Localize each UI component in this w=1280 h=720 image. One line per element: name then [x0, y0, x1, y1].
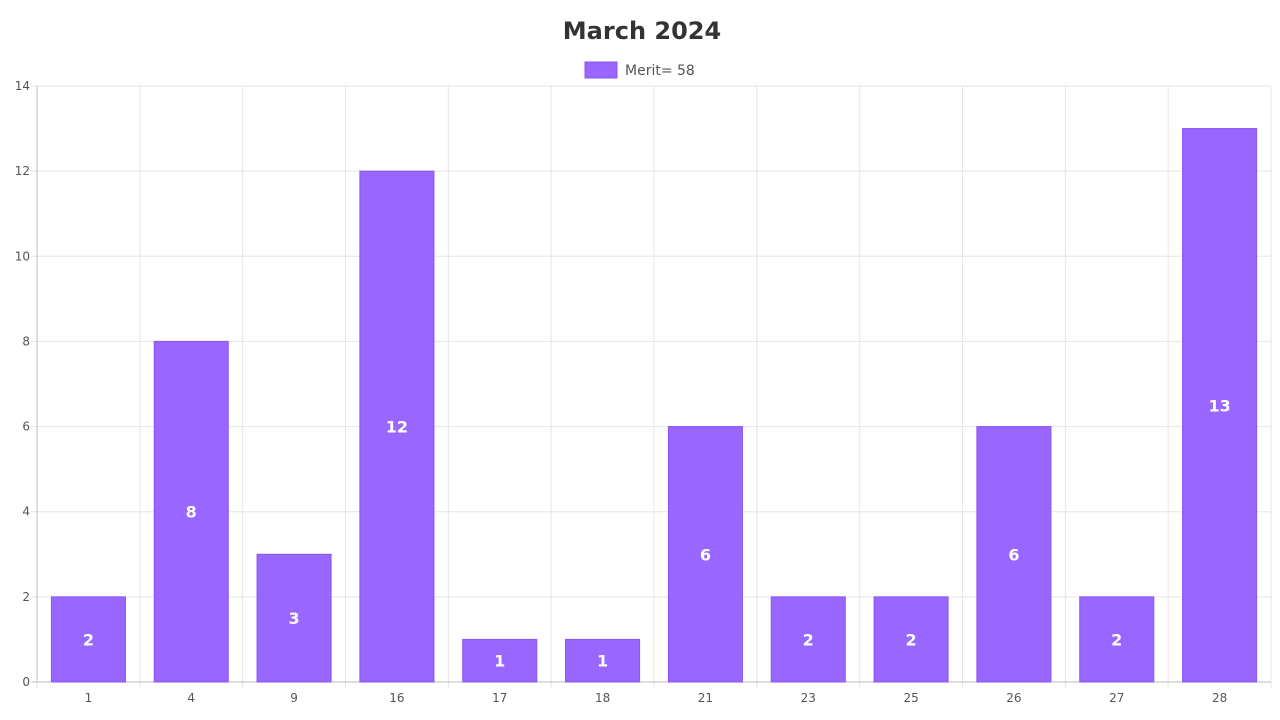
- legend-swatch: [584, 61, 618, 79]
- bar-value-label: 1: [494, 652, 505, 671]
- x-tick-label: 26: [1006, 691, 1021, 705]
- bar-27[interactable]: [1079, 596, 1155, 683]
- bar-16[interactable]: [359, 170, 435, 683]
- bar-value-label: 1: [597, 652, 608, 671]
- bar-28[interactable]: [1182, 128, 1258, 683]
- x-axis-ticks: 1 4 9 16 17 18 21 23 25 26 27 28: [85, 691, 1228, 705]
- bar-9[interactable]: [256, 553, 332, 683]
- bar-25[interactable]: [873, 596, 949, 683]
- x-tick-label: 4: [187, 691, 195, 705]
- y-tick-label: 14: [15, 79, 30, 93]
- x-tick-label: 18: [595, 691, 610, 705]
- bar-23[interactable]: [770, 596, 846, 683]
- bar-26[interactable]: [976, 426, 1052, 683]
- bar-value-label: 13: [1208, 396, 1230, 415]
- bar-21[interactable]: [667, 426, 743, 683]
- bar-18[interactable]: [565, 638, 641, 683]
- bar-value-label: 2: [906, 630, 917, 649]
- bar-value-label: 8: [186, 503, 197, 522]
- x-tick-label: 17: [492, 691, 507, 705]
- bar-value-label: 2: [803, 630, 814, 649]
- x-tick-label: 27: [1109, 691, 1124, 705]
- chart-title: March 2024: [563, 17, 721, 45]
- bar-1[interactable]: [50, 596, 126, 683]
- x-tick-label: 23: [801, 691, 816, 705]
- bar-value-label: 6: [1008, 545, 1019, 564]
- x-tick-label: 21: [698, 691, 713, 705]
- bars: [50, 128, 1258, 683]
- bar-value-label: 12: [386, 418, 408, 437]
- x-tick-label: 28: [1212, 691, 1227, 705]
- y-tick-label: 12: [15, 164, 30, 178]
- x-tick-label: 16: [389, 691, 404, 705]
- bar-value-label: 3: [289, 609, 300, 628]
- bar-value-label: 2: [1111, 630, 1122, 649]
- y-axis-ticks: 0 2 4 6 8 10 12 14: [15, 79, 30, 689]
- x-tick-label: 1: [85, 691, 93, 705]
- y-tick-label: 2: [22, 590, 30, 604]
- y-tick-label: 6: [22, 420, 30, 434]
- legend-label: Merit= 58: [625, 63, 695, 79]
- grid: [31, 85, 1272, 688]
- y-tick-label: 8: [22, 334, 30, 348]
- legend[interactable]: Merit= 58: [584, 61, 695, 79]
- bar-17[interactable]: [462, 638, 538, 683]
- y-tick-label: 4: [22, 505, 30, 519]
- x-tick-label: 25: [903, 691, 918, 705]
- bar-value-label: 2: [83, 630, 94, 649]
- x-tick-label: 9: [290, 691, 298, 705]
- data-labels: 2 8 3 12 1 1 6 2 2 6 2 13: [83, 396, 1231, 670]
- y-tick-label: 0: [22, 675, 30, 689]
- axes: [31, 86, 1271, 683]
- y-tick-label: 10: [15, 249, 30, 263]
- bar-value-label: 6: [700, 545, 711, 564]
- bar-4[interactable]: [153, 340, 229, 683]
